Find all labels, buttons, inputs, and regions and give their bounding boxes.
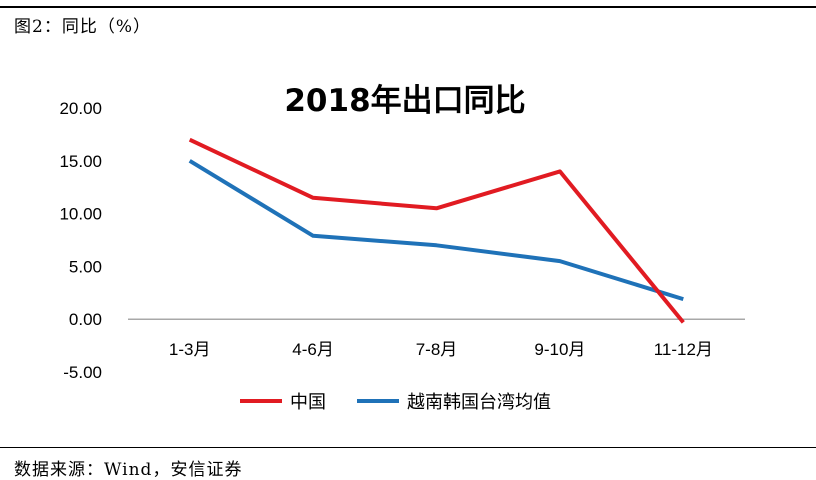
top-rule	[0, 6, 816, 8]
figure-caption: 图2：同比（%）	[14, 17, 151, 37]
series-lines	[188, 137, 685, 324]
x-tick-label: 4-6月	[292, 340, 334, 359]
y-tick-label: 5.00	[69, 257, 102, 276]
y-axis-ticks: 20.00 15.00 10.00 5.00 0.00 -5.00	[59, 99, 102, 382]
chart-title: 2018年出口同比	[284, 83, 525, 119]
y-tick-label: 15.00	[59, 152, 102, 171]
series-line	[188, 137, 685, 324]
y-tick-label: 0.00	[69, 310, 102, 329]
x-tick-label: 9-10月	[534, 340, 585, 359]
series-line	[188, 159, 684, 302]
y-tick-label: 10.00	[59, 205, 102, 224]
y-tick-label: -5.00	[63, 363, 102, 382]
x-tick-label: 1-3月	[169, 340, 211, 359]
bottom-rule	[0, 447, 816, 448]
legend-label: 越南韩国台湾均值	[407, 392, 551, 413]
legend: 中国 越南韩国台湾均值	[240, 392, 551, 413]
x-tick-label: 11-12月	[654, 340, 713, 359]
x-axis-ticks: 1-3月 4-6月 7-8月 9-10月 11-12月	[169, 340, 713, 359]
x-tick-label: 7-8月	[416, 340, 458, 359]
legend-label: 中国	[290, 392, 326, 413]
data-source: 数据来源：Wind，安信证券	[14, 460, 243, 480]
y-tick-label: 20.00	[59, 99, 102, 118]
